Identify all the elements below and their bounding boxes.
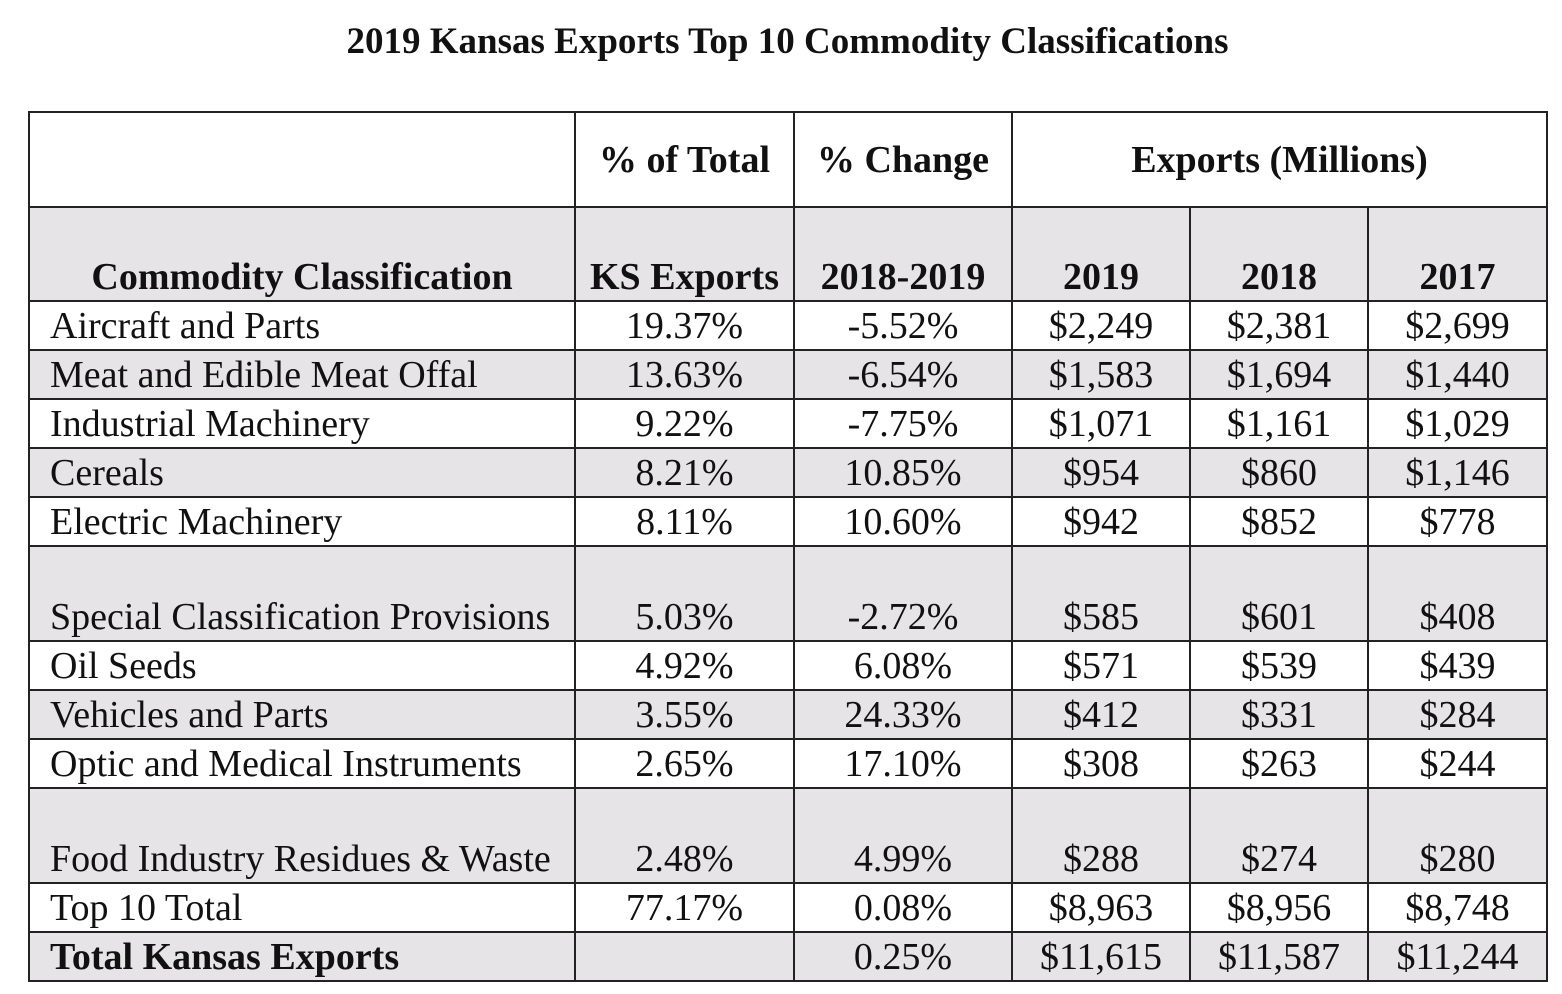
exports-2017-cell: $11,244 (1366, 931, 1549, 982)
table-row: Food Industry Residues & Waste 2.48% 4.9… (28, 787, 1549, 884)
top10-total-row: Top 10 Total 77.17% 0.08% $8,963 $8,956 … (28, 882, 1549, 933)
pct-total-cell: 19.37% (574, 300, 795, 351)
table-row: Optic and Medical Instruments 2.65% 17.1… (28, 738, 1549, 789)
pct-change-cell: -7.75% (793, 398, 1013, 449)
exports-2018-cell: $8,956 (1189, 882, 1369, 933)
exports-2019-cell: $1,583 (1011, 349, 1191, 400)
pct-total-cell: 9.22% (574, 398, 795, 449)
exports-2018-cell: $2,381 (1189, 300, 1369, 351)
exports-2019-cell: $308 (1011, 738, 1191, 789)
pct-change-cell: 0.25% (793, 931, 1013, 982)
exports-2019-cell: $571 (1011, 640, 1191, 691)
exports-2017-cell: $1,029 (1366, 398, 1549, 449)
exports-2018-cell: $539 (1189, 640, 1369, 691)
exports-table: % of Total % Change Exports (Millions) C… (28, 111, 1549, 982)
header-year-2019: 2019 (1011, 206, 1191, 302)
commodity-name: Aircraft and Parts (28, 300, 576, 351)
header-pct-change-top: % Change (793, 111, 1013, 208)
header-pct-total-top: % of Total (574, 111, 795, 208)
exports-2018-cell: $601 (1189, 545, 1369, 642)
exports-2017-cell: $778 (1366, 496, 1549, 547)
exports-2017-cell: $408 (1366, 545, 1549, 642)
pct-change-cell: 24.33% (793, 689, 1013, 740)
exports-2018-cell: $331 (1189, 689, 1369, 740)
pct-total-cell: 8.21% (574, 447, 795, 498)
commodity-name: Vehicles and Parts (28, 689, 576, 740)
commodity-name: Top 10 Total (28, 882, 576, 933)
pct-total-cell: 2.65% (574, 738, 795, 789)
table-row: Aircraft and Parts 19.37% -5.52% $2,249 … (28, 300, 1549, 351)
header-commodity: Commodity Classification (28, 206, 576, 302)
exports-2019-cell: $954 (1011, 447, 1191, 498)
exports-2018-cell: $11,587 (1189, 931, 1369, 982)
total-kansas-exports-row: Total Kansas Exports 0.25% $11,615 $11,5… (28, 931, 1549, 982)
commodity-name: Electric Machinery (28, 496, 576, 547)
exports-2019-cell: $1,071 (1011, 398, 1191, 449)
header-row-bottom: Commodity Classification KS Exports 2018… (28, 206, 1549, 302)
pct-change-cell: -5.52% (793, 300, 1013, 351)
exports-2017-cell: $439 (1366, 640, 1549, 691)
pct-change-cell: 0.08% (793, 882, 1013, 933)
pct-total-cell: 2.48% (574, 787, 795, 884)
commodity-name: Total Kansas Exports (28, 931, 576, 982)
pct-change-cell: 4.99% (793, 787, 1013, 884)
exports-2018-cell: $1,694 (1189, 349, 1369, 400)
pct-change-cell: 17.10% (793, 738, 1013, 789)
pct-total-cell: 4.92% (574, 640, 795, 691)
pct-total-cell: 5.03% (574, 545, 795, 642)
exports-2017-cell: $280 (1366, 787, 1549, 884)
pct-change-cell: 10.85% (793, 447, 1013, 498)
table-title: 2019 Kansas Exports Top 10 Commodity Cla… (346, 21, 1229, 62)
commodity-name: Industrial Machinery (28, 398, 576, 449)
header-year-2017: 2017 (1366, 206, 1549, 302)
pct-change-cell: 6.08% (793, 640, 1013, 691)
commodity-name: Food Industry Residues & Waste (28, 787, 576, 884)
exports-2018-cell: $1,161 (1189, 398, 1369, 449)
header-exports-group: Exports (Millions) (1010, 111, 1549, 208)
exports-2017-cell: $2,699 (1366, 300, 1549, 351)
exports-2019-cell: $288 (1011, 787, 1191, 884)
header-pct-total-bottom: KS Exports (574, 206, 795, 302)
pct-total-cell (574, 931, 795, 982)
header-year-2018: 2018 (1189, 206, 1369, 302)
pct-total-cell: 3.55% (574, 689, 795, 740)
pct-change-cell: 10.60% (793, 496, 1013, 547)
header-pct-change-bottom: 2018-2019 (793, 206, 1013, 302)
exports-2017-cell: $8,748 (1366, 882, 1549, 933)
exports-2019-cell: $2,249 (1011, 300, 1191, 351)
commodity-name: Meat and Edible Meat Offal (28, 349, 576, 400)
exports-2019-cell: $412 (1011, 689, 1191, 740)
exports-2019-cell: $585 (1011, 545, 1191, 642)
exports-2019-cell: $942 (1011, 496, 1191, 547)
commodity-name: Oil Seeds (28, 640, 576, 691)
table-row: Vehicles and Parts 3.55% 24.33% $412 $33… (28, 689, 1549, 740)
pct-total-cell: 13.63% (574, 349, 795, 400)
commodity-name: Cereals (28, 447, 576, 498)
commodity-name: Special Classification Provisions (28, 545, 576, 642)
exports-2018-cell: $263 (1189, 738, 1369, 789)
exports-2018-cell: $274 (1189, 787, 1369, 884)
exports-2018-cell: $860 (1189, 447, 1369, 498)
pct-change-cell: -2.72% (793, 545, 1013, 642)
table-row: Meat and Edible Meat Offal 13.63% -6.54%… (28, 349, 1549, 400)
pct-total-cell: 8.11% (574, 496, 795, 547)
exports-2017-cell: $1,440 (1366, 349, 1549, 400)
pct-change-cell: -6.54% (793, 349, 1013, 400)
exports-2018-cell: $852 (1189, 496, 1369, 547)
header-row-top: % of Total % Change Exports (Millions) (28, 111, 1549, 208)
table-row: Electric Machinery 8.11% 10.60% $942 $85… (28, 496, 1549, 547)
commodity-name: Optic and Medical Instruments (28, 738, 576, 789)
exports-2019-cell: $8,963 (1011, 882, 1191, 933)
exports-2017-cell: $284 (1366, 689, 1549, 740)
exports-2019-cell: $11,615 (1011, 931, 1191, 982)
table-row: Cereals 8.21% 10.85% $954 $860 $1,146 (28, 447, 1549, 498)
table-row: Special Classification Provisions 5.03% … (28, 545, 1549, 642)
table-row: Oil Seeds 4.92% 6.08% $571 $539 $439 (28, 640, 1549, 691)
header-blank-cell (28, 111, 576, 208)
exports-2017-cell: $1,146 (1366, 447, 1549, 498)
pct-total-cell: 77.17% (574, 882, 795, 933)
table-row: Industrial Machinery 9.22% -7.75% $1,071… (28, 398, 1549, 449)
exports-2017-cell: $244 (1366, 738, 1549, 789)
